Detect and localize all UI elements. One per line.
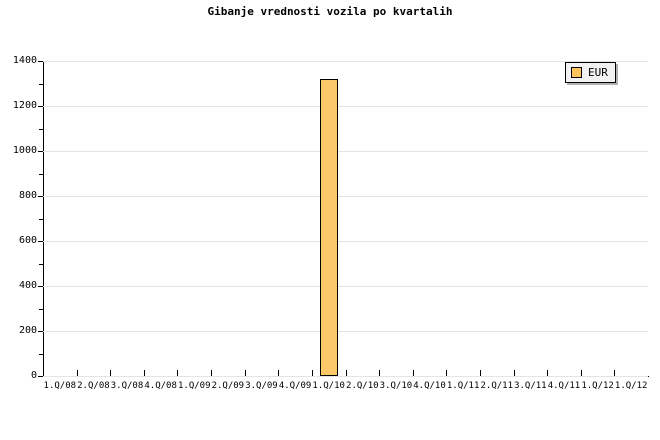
x-axis-tick-label: 2.Q/09	[211, 381, 245, 391]
y-gridline	[43, 286, 648, 287]
x-axis-tick-label: 3.Q/10	[379, 381, 413, 391]
x-axis-tick-label: 3.Q/11	[514, 381, 547, 391]
x-axis-tick	[110, 370, 111, 376]
y-axis-tick-label: 600	[18, 235, 37, 246]
y-gridline	[43, 241, 648, 242]
x-axis-tick-label: 4.Q/09	[278, 381, 312, 391]
y-gridline	[43, 196, 648, 197]
y-axis-tick-major	[38, 286, 43, 287]
x-axis-tick	[446, 370, 447, 376]
x-axis-tick	[245, 370, 246, 376]
y-axis-tick-label: 800	[18, 190, 37, 201]
x-axis-tick-label: 1.Q/10	[312, 381, 345, 391]
chart-title: Gibanje vrednosti vozila po kvartalih	[207, 5, 453, 18]
x-axis-tick-label: 4.Q/08	[144, 381, 177, 391]
y-axis-tick-minor	[39, 218, 43, 220]
x-axis-tick-label: 2.Q/10	[346, 381, 379, 391]
legend-label-eur: EUR	[588, 66, 608, 79]
y-axis-tick-major	[38, 196, 43, 197]
x-axis-tick	[379, 370, 380, 376]
y-axis-line	[43, 61, 44, 377]
x-axis-tick-label: 1.Q/12	[581, 381, 614, 391]
y-axis-tick-label: 0	[30, 370, 37, 381]
x-axis-tick	[278, 370, 279, 376]
x-axis-tick	[77, 370, 78, 376]
y-axis-tick-label: 400	[18, 280, 37, 291]
x-axis-tick	[514, 370, 515, 376]
y-axis-tick-major	[38, 61, 43, 62]
x-axis-tick	[547, 370, 548, 376]
x-axis-tick-label: 2.Q/11	[480, 381, 513, 391]
y-axis-tick-label: 1000	[12, 145, 37, 156]
y-axis-tick-label: 1200	[12, 100, 37, 111]
plot-area	[43, 61, 648, 377]
y-axis-tick-major	[38, 106, 43, 107]
x-axis-tick-label: 3.Q/09	[245, 381, 278, 391]
y-axis-tick-major	[38, 241, 43, 242]
y-gridline	[43, 331, 648, 332]
y-gridline	[43, 151, 648, 152]
y-axis-tick-minor	[39, 128, 43, 130]
legend-swatch-eur	[571, 67, 582, 78]
x-axis-tick	[346, 370, 347, 376]
y-axis-tick-minor	[39, 353, 43, 355]
y-axis-tick-label: 1400	[12, 55, 37, 66]
y-axis-tick-major	[38, 151, 43, 152]
y-axis-tick-minor	[39, 173, 43, 175]
x-axis-tick-label: 4.Q/11	[547, 381, 581, 391]
x-axis-tick	[312, 370, 313, 376]
y-axis-tick-minor	[39, 83, 43, 85]
x-axis-tick-label: 1.Q/08	[43, 381, 77, 391]
y-axis-tick-major	[38, 331, 43, 332]
x-axis-tick	[480, 370, 481, 376]
x-axis-tick	[211, 370, 212, 376]
chart-legend[interactable]: EUR	[565, 62, 616, 83]
y-axis-labels: 0 200 400 600 800 1000 1200 1400	[0, 0, 37, 440]
x-axis-tick-label: 3.Q/08	[110, 381, 144, 391]
bar[interactable]	[319, 79, 338, 376]
x-axis-tick	[177, 370, 178, 376]
x-axis-tick	[581, 370, 582, 376]
y-axis-tick-minor	[39, 263, 43, 265]
y-axis-tick-major	[38, 376, 43, 377]
x-axis-tick-label: 4.Q/10	[413, 381, 446, 391]
y-gridline	[43, 106, 648, 107]
x-axis-tick-label: 1.Q/12	[614, 381, 648, 391]
x-axis-tick	[614, 370, 615, 376]
x-axis-tick	[413, 370, 414, 376]
x-axis-tick-label: 1.Q/11	[446, 381, 480, 391]
x-axis-tick-label: 1.Q/09	[177, 381, 211, 391]
y-axis-tick-minor	[39, 308, 43, 310]
y-gridline	[43, 376, 648, 377]
x-axis-tick	[144, 370, 145, 376]
y-gridline	[43, 61, 648, 62]
y-axis-tick-label: 200	[18, 325, 37, 336]
x-axis-tick-label: 2.Q/08	[77, 381, 110, 391]
